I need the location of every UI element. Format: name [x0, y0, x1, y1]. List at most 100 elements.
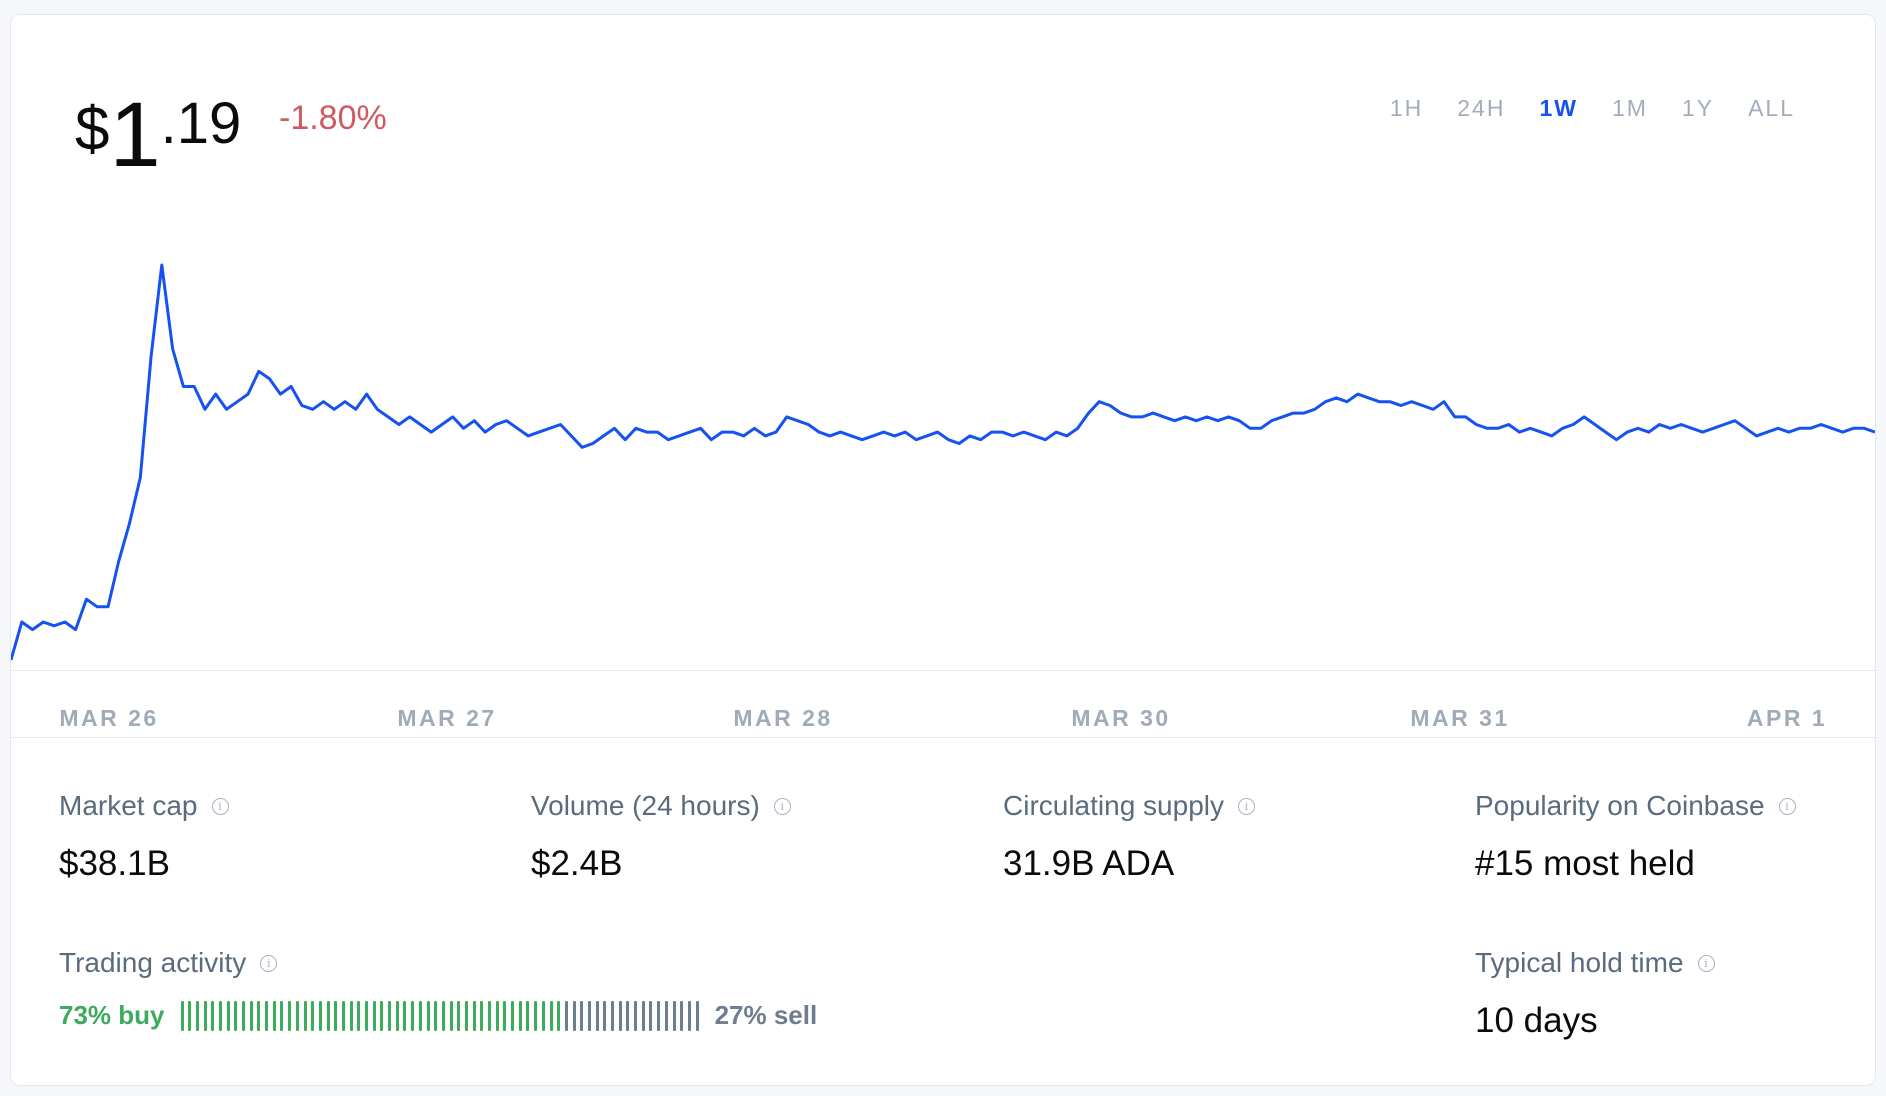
current-price: $ 1 .19	[75, 89, 241, 181]
sell-tick	[664, 1000, 668, 1031]
trading-activity-meter: 73% buy 27% sell	[59, 1000, 817, 1031]
info-icon[interactable]: i	[1778, 797, 1796, 815]
stat-volume: Volume (24 hours) i $2.4B	[531, 790, 791, 884]
sell-tick	[649, 1000, 653, 1031]
stat-popularity: Popularity on Coinbase i #15 most held	[1475, 790, 1796, 884]
x-tick-label: APR 1	[1746, 705, 1828, 731]
price-chart[interactable]	[11, 15, 1875, 675]
buy-tick	[411, 1000, 415, 1031]
info-icon[interactable]: i	[211, 797, 229, 815]
stat-label: Typical hold time	[1475, 947, 1684, 978]
range-1w[interactable]: 1W	[1539, 95, 1578, 121]
buy-tick	[534, 1000, 538, 1031]
sell-tick	[641, 1000, 645, 1031]
x-tick-label: MAR 31	[1410, 705, 1510, 731]
buy-tick	[288, 1000, 292, 1031]
range-all[interactable]: ALL	[1748, 95, 1795, 121]
info-icon[interactable]: i	[1238, 797, 1255, 815]
x-tick-label: MAR 30	[1071, 705, 1171, 731]
buy-tick	[357, 1000, 361, 1031]
buy-tick	[395, 1000, 399, 1031]
sell-tick	[626, 1000, 630, 1031]
x-axis: MAR 26 MAR 27 MAR 28 MAR 30 MAR 31 APR 1	[11, 705, 1875, 735]
info-icon[interactable]: i	[773, 797, 791, 815]
stat-hold-time: Typical hold time i 10 days	[1475, 947, 1715, 1041]
stat-value: 10 days	[1475, 1001, 1598, 1040]
stat-circulating-supply: Circulating supply i 31.9B ADA	[1003, 790, 1255, 884]
stat-label: Market cap	[59, 790, 198, 821]
stat-value: $2.4B	[531, 844, 623, 883]
x-tick-label: MAR 27	[397, 705, 497, 731]
buy-tick	[311, 1000, 315, 1031]
range-1h[interactable]: 1H	[1389, 95, 1424, 121]
buy-tick	[503, 1000, 507, 1031]
buy-sell-bar	[180, 1000, 699, 1031]
buy-tick	[541, 1000, 545, 1031]
buy-tick	[557, 1000, 561, 1031]
info-icon[interactable]: i	[1697, 954, 1715, 972]
stat-label: Circulating supply	[1003, 790, 1224, 821]
buy-tick	[472, 1000, 476, 1031]
buy-tick	[234, 1000, 238, 1031]
buy-tick	[495, 1000, 499, 1031]
buy-tick	[480, 1000, 484, 1031]
buy-tick	[318, 1000, 322, 1031]
sell-tick	[564, 1000, 568, 1031]
buy-tick	[295, 1000, 299, 1031]
stat-market-cap: Market cap i $38.1B	[59, 790, 229, 884]
range-1m[interactable]: 1M	[1611, 95, 1648, 121]
range-24h[interactable]: 24H	[1457, 95, 1506, 121]
stat-label: Popularity on Coinbase	[1475, 790, 1765, 821]
buy-tick	[426, 1000, 430, 1031]
buy-tick	[280, 1000, 284, 1031]
buy-tick	[549, 1000, 553, 1031]
time-range-selector: 1H 24H 1W 1M 1Y ALL	[1390, 95, 1795, 122]
buy-tick	[303, 1000, 307, 1031]
buy-tick	[526, 1000, 530, 1031]
stat-value: 31.9B ADA	[1003, 844, 1175, 883]
buy-tick	[388, 1000, 392, 1031]
price-change: -1.80%	[279, 99, 387, 137]
buy-tick	[464, 1000, 468, 1031]
sell-percentage: 27% sell	[714, 1000, 818, 1030]
buy-tick	[265, 1000, 269, 1031]
x-tick-label: MAR 28	[733, 705, 833, 731]
buy-tick	[457, 1000, 461, 1031]
sell-tick	[618, 1000, 622, 1031]
buy-tick	[257, 1000, 261, 1031]
buy-tick	[380, 1000, 384, 1031]
buy-tick	[441, 1000, 445, 1031]
sell-tick	[634, 1000, 638, 1031]
sell-tick	[680, 1000, 684, 1031]
buy-tick	[180, 1000, 184, 1031]
stat-value: #15 most held	[1475, 844, 1695, 883]
sell-tick	[595, 1000, 599, 1031]
info-icon[interactable]: i	[260, 954, 278, 972]
chart-baseline	[11, 670, 1875, 671]
sell-tick	[572, 1000, 576, 1031]
range-1y[interactable]: 1Y	[1681, 95, 1715, 121]
buy-percentage: 73% buy	[59, 1000, 165, 1030]
buy-tick	[272, 1000, 276, 1031]
price-currency: $	[75, 95, 110, 164]
buy-tick	[449, 1000, 453, 1031]
buy-tick	[511, 1000, 515, 1031]
sell-tick	[687, 1000, 691, 1031]
x-tick-label: MAR 26	[59, 705, 159, 731]
buy-tick	[211, 1000, 215, 1031]
stat-value: $38.1B	[59, 844, 170, 883]
sell-tick	[657, 1000, 661, 1031]
buy-tick	[334, 1000, 338, 1031]
sell-tick	[587, 1000, 591, 1031]
buy-tick	[434, 1000, 438, 1031]
stat-trading-activity: Trading activity i	[59, 947, 278, 979]
buy-tick	[403, 1000, 407, 1031]
price-fraction: .19	[160, 91, 242, 156]
buy-tick	[218, 1000, 222, 1031]
buy-tick	[203, 1000, 207, 1031]
price-whole: 1	[109, 84, 161, 186]
buy-tick	[488, 1000, 491, 1031]
sell-tick	[603, 1000, 607, 1031]
price-line	[11, 263, 1875, 661]
buy-tick	[365, 1000, 368, 1031]
